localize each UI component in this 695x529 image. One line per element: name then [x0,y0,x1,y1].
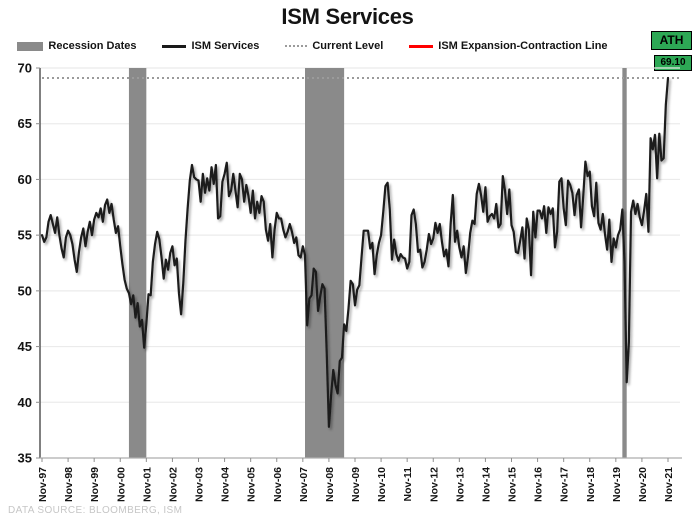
svg-text:Nov-07: Nov-07 [298,467,310,502]
recession-band [128,68,147,458]
recession-band [305,68,345,458]
svg-text:Nov-97: Nov-97 [37,467,49,502]
legend-item-expansion-contraction: ISM Expansion-Contraction Line [409,40,608,52]
svg-text:50: 50 [18,283,32,298]
svg-text:Nov-20: Nov-20 [637,467,649,502]
y-tick-labels: 35 40 45 50 55 60 65 70 [18,61,32,466]
ism-services-line [40,76,670,428]
svg-text:Nov-19: Nov-19 [611,467,623,502]
svg-text:Nov-18: Nov-18 [585,467,597,502]
svg-text:Nov-15: Nov-15 [507,467,519,502]
svg-text:Nov-21: Nov-21 [663,467,675,502]
svg-text:Nov-98: Nov-98 [63,467,75,502]
svg-text:Nov-01: Nov-01 [141,467,153,502]
recession-band-swatch-icon [17,41,44,51]
legend-label: ISM Expansion-Contraction Line [438,40,608,52]
svg-text:55: 55 [18,228,32,243]
svg-text:Nov-04: Nov-04 [220,467,232,502]
svg-text:Nov-08: Nov-08 [324,467,336,502]
svg-text:Nov-14: Nov-14 [480,467,492,502]
svg-text:Nov-06: Nov-06 [272,467,284,502]
svg-text:Nov-09: Nov-09 [350,467,362,502]
chart-legend: Recession Dates ISM Services Current Lev… [0,40,695,52]
svg-text:45: 45 [18,339,32,354]
svg-text:70: 70 [18,61,32,76]
legend-label: Current Level [312,40,384,52]
svg-text:65: 65 [18,116,32,131]
axes [36,67,682,462]
svg-text:60: 60 [18,172,32,187]
legend-item-ism-services: ISM Services [162,40,259,52]
chart-title: ISM Services [281,4,414,29]
svg-text:Nov-03: Nov-03 [194,467,206,502]
svg-text:Nov-13: Nov-13 [454,467,466,502]
legend-label: ISM Services [191,40,260,52]
legend-label: Recession Dates [48,40,137,52]
data-source-note: DATA SOURCE: BLOOMBERG, ISM [8,505,183,516]
legend-item-current-level: Current Level [285,40,383,52]
legend-item-recession-dates: Recession Dates [17,40,136,52]
ath-badge: ATH [651,31,692,50]
x-tick-labels: Nov-97 Nov-98 Nov-99 Nov-00 Nov-01 Nov-02 Nov-… [37,467,675,502]
svg-text:Nov-16: Nov-16 [533,467,545,502]
svg-text:Nov-99: Nov-99 [89,467,101,502]
recession-bands [128,68,627,458]
dotted-line-swatch-icon [285,45,308,47]
current-value-badge: 69.10 [654,55,692,71]
svg-text:Nov-12: Nov-12 [428,467,440,502]
svg-text:Nov-02: Nov-02 [167,467,179,502]
svg-text:Nov-10: Nov-10 [376,467,388,502]
svg-text:Nov-05: Nov-05 [246,467,258,502]
red-line-swatch-icon [409,44,434,48]
black-line-swatch-icon [162,44,187,48]
svg-text:40: 40 [18,395,32,410]
svg-text:35: 35 [18,451,32,466]
svg-text:Nov-17: Nov-17 [559,467,571,502]
svg-text:Nov-11: Nov-11 [402,467,414,502]
svg-text:Nov-00: Nov-00 [115,467,127,502]
